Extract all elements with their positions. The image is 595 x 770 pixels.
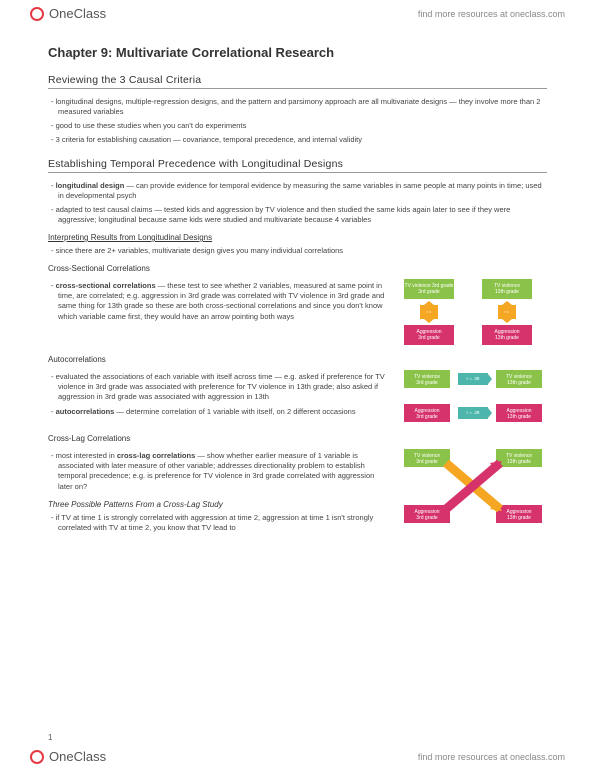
footer-tagline: find more resources at oneclass.com xyxy=(418,752,565,762)
bullet-text: longitudinal design — can provide eviden… xyxy=(58,181,547,201)
page-header: OneClass find more resources at oneclass… xyxy=(0,0,595,27)
subheading-cross-lag: Cross-Lag Correlations xyxy=(48,434,547,443)
bullet-text: cross-sectional correlations — these tes… xyxy=(58,281,390,322)
cross-sectional-diagram: TV violence 3rd grade 3rd grade TV viole… xyxy=(402,277,547,347)
svg-text:r = .28: r = .28 xyxy=(467,410,480,415)
logo-mark-icon xyxy=(30,7,44,21)
bullet-text: good to use these studies when you can't… xyxy=(58,121,547,131)
brand-logo-footer: OneClass xyxy=(30,749,106,764)
svg-text:13th grade: 13th grade xyxy=(507,515,531,521)
subheading-patterns: Three Possible Patterns From a Cross-Lag… xyxy=(48,500,390,509)
document-body: Chapter 9: Multivariate Correlational Re… xyxy=(0,27,595,537)
svg-text:r =: r = xyxy=(505,309,510,314)
svg-text:3rd grade: 3rd grade xyxy=(416,459,438,465)
bullet-text: 3 criteria for establishing causation — … xyxy=(58,135,547,145)
svg-text:r =: r = xyxy=(427,309,432,314)
subheading-autocorrelations: Autocorrelations xyxy=(48,355,547,364)
section-heading-criteria: Reviewing the 3 Causal Criteria xyxy=(48,74,547,89)
page-footer: OneClass find more resources at oneclass… xyxy=(0,743,595,770)
header-tagline: find more resources at oneclass.com xyxy=(418,9,565,19)
brand-name-footer: OneClass xyxy=(49,749,106,764)
svg-text:3rd grade: 3rd grade xyxy=(416,380,438,386)
page-number: 1 xyxy=(48,733,52,742)
brand-name: OneClass xyxy=(49,6,106,21)
bullet-text: autocorrelations — determine correlation… xyxy=(58,407,390,417)
svg-text:13th grade: 13th grade xyxy=(507,414,531,420)
svg-text:13th grade: 13th grade xyxy=(507,380,531,386)
bullet-text: evaluated the associations of each varia… xyxy=(58,372,390,402)
logo-mark-icon xyxy=(30,750,44,764)
autocorrelation-diagram: TV violence 3rd grade TV violence 13th g… xyxy=(402,368,547,426)
svg-text:13th grade: 13th grade xyxy=(495,335,519,341)
cross-lag-diagram: TV violence 3rd grade TV violence 13th g… xyxy=(402,447,547,525)
svg-text:13th grade: 13th grade xyxy=(507,459,531,465)
bullet-text: since there are 2+ variables, multivaria… xyxy=(58,246,547,256)
svg-text:3rd grade: 3rd grade xyxy=(416,515,438,521)
subheading-interpreting: Interpreting Results from Longitudinal D… xyxy=(48,233,547,242)
svg-text:13th grade: 13th grade xyxy=(495,289,519,295)
chapter-title: Chapter 9: Multivariate Correlational Re… xyxy=(48,45,547,60)
svg-text:3rd grade: 3rd grade xyxy=(418,289,440,295)
svg-text:3rd grade: 3rd grade xyxy=(418,335,440,341)
bullet-text: most interested in cross-lag correlation… xyxy=(58,451,390,492)
subheading-cross-sectional: Cross-Sectional Correlations xyxy=(48,264,547,273)
svg-text:r = .38: r = .38 xyxy=(467,376,480,381)
section-heading-longitudinal: Establishing Temporal Precedence with Lo… xyxy=(48,158,547,173)
brand-logo: OneClass xyxy=(30,6,106,21)
svg-text:3rd grade: 3rd grade xyxy=(416,414,438,420)
bullet-text: longitudinal designs, multiple-regressio… xyxy=(58,97,547,117)
bullet-text: adapted to test causal claims — tested k… xyxy=(58,205,547,225)
bullet-text: if TV at time 1 is strongly correlated w… xyxy=(58,513,390,533)
